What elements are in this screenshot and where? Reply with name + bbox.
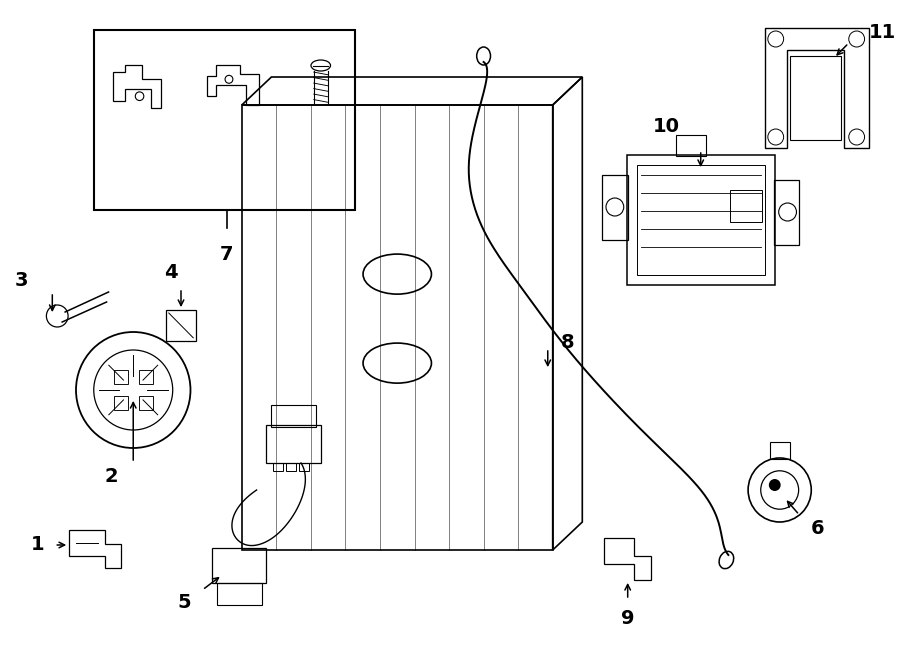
Text: 9: 9 [621,609,634,627]
Text: 5: 5 [177,592,192,611]
Bar [113,370,128,384]
Bar [299,463,309,471]
Text: 7: 7 [220,245,234,264]
Text: 1: 1 [31,535,44,555]
Text: 4: 4 [165,262,178,282]
Bar [286,463,296,471]
Bar [272,405,316,427]
Text: 6: 6 [810,518,824,537]
Text: 10: 10 [652,118,680,137]
Text: 3: 3 [15,270,29,290]
Bar [94,30,356,210]
Bar [212,548,266,583]
Circle shape [769,479,780,491]
Bar [274,463,284,471]
Bar [139,370,153,384]
Bar [730,190,762,222]
Bar [636,165,765,275]
Bar [774,180,799,245]
Bar [676,135,706,156]
Bar [626,155,775,285]
Bar [113,396,128,410]
Bar [602,175,627,240]
Text: 2: 2 [104,467,118,485]
Text: 11: 11 [868,24,896,42]
Bar [266,425,320,463]
Text: 8: 8 [561,332,574,352]
Bar [770,442,789,459]
Bar [217,583,262,605]
Bar [139,396,153,410]
